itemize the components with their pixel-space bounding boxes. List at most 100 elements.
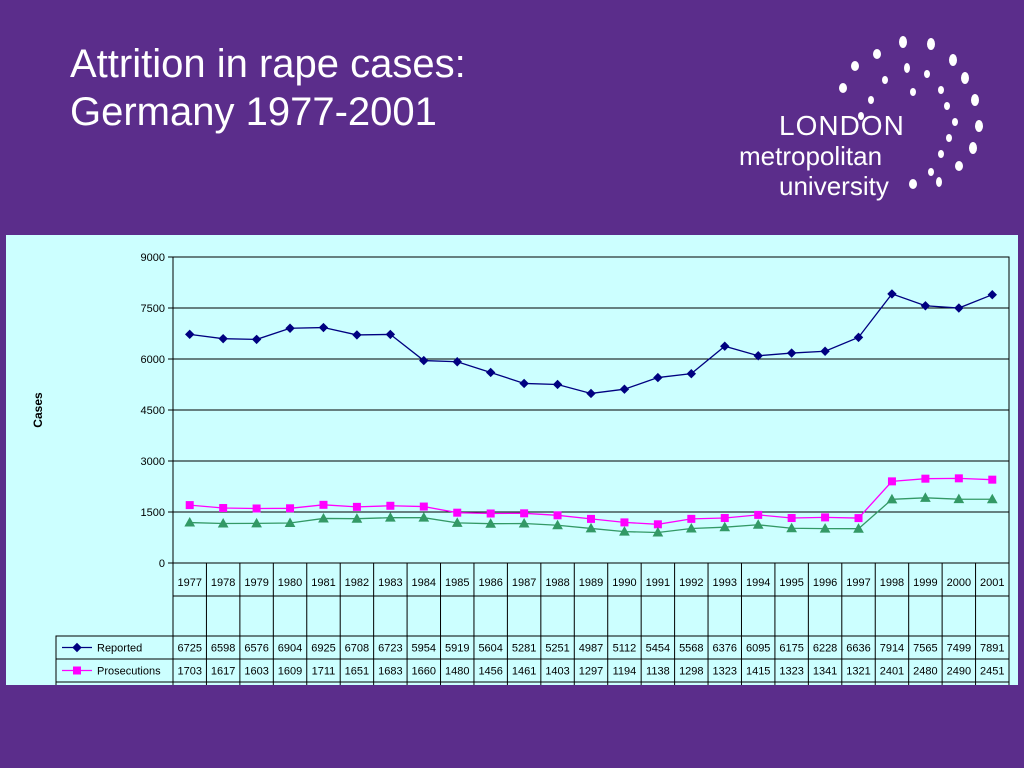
data-label: 5112: [613, 643, 637, 655]
data-label: 6725: [177, 643, 201, 655]
data-point-convictions: [184, 517, 196, 527]
data-point-reported: [820, 346, 830, 356]
data-point-reported: [519, 378, 529, 389]
x-tick-label: 1994: [746, 577, 770, 589]
data-point-reported: [185, 329, 195, 340]
x-tick-label: 1995: [779, 577, 803, 589]
data-point-prosecutions: [419, 502, 428, 511]
data-label: 1298: [679, 666, 703, 678]
data-point-reported: [853, 332, 864, 343]
logo-dot: [961, 72, 969, 84]
data-label: 1297: [579, 666, 603, 678]
logo-dot: [946, 134, 952, 142]
logo-dot: [924, 70, 930, 78]
series-line-reported: [189, 293, 993, 395]
logo-dot: [944, 102, 950, 110]
data-point-prosecutions: [620, 518, 629, 527]
data-point-prosecutions: [185, 501, 194, 510]
x-tick-label: 1977: [177, 577, 201, 589]
logo-dot: [927, 38, 935, 50]
data-label: 5281: [512, 643, 536, 655]
logo-dot: [969, 142, 977, 154]
data-label: 5454: [646, 643, 670, 655]
data-point-reported: [452, 357, 462, 367]
data-label: 2480: [913, 666, 937, 678]
data-point-prosecutions: [286, 504, 295, 513]
logo-dot: [858, 112, 864, 120]
university-logo: LONDON metropolitan university: [735, 30, 995, 205]
data-label: 6095: [746, 643, 770, 655]
x-tick-label: 1978: [211, 577, 235, 589]
data-label: 1603: [244, 666, 268, 678]
logo-dots-icon: [839, 36, 983, 189]
data-label: 1617: [211, 666, 235, 678]
logo-line-2: metropolitan: [739, 141, 883, 171]
data-point-convictions: [518, 518, 530, 528]
y-axis-label: Cases: [31, 392, 45, 428]
x-tick-label: 1997: [846, 577, 870, 589]
data-point-reported: [753, 351, 763, 361]
data-point-prosecutions: [921, 474, 930, 483]
y-tick-label: 6000: [141, 354, 165, 366]
logo-dot: [949, 54, 957, 66]
data-point-convictions: [351, 513, 363, 523]
data-point-reported: [251, 334, 262, 345]
x-tick-label: 1984: [412, 577, 436, 589]
data-point-prosecutions: [887, 477, 896, 486]
x-tick-label: 1993: [713, 577, 737, 589]
logo-dot: [938, 86, 944, 94]
chart-panel: 0 1500 3000 4500 6000 7500 9000 Cases 1977 1978 19…: [6, 235, 1018, 685]
x-tick-label: 1983: [378, 577, 402, 589]
data-label: 5919: [445, 643, 469, 655]
data-point-convictions: [585, 522, 597, 533]
logo-dot: [839, 83, 847, 93]
data-label: 2401: [880, 666, 904, 678]
x-tick-label: 1981: [311, 577, 335, 589]
data-point-reported: [920, 301, 931, 311]
data-label: 2490: [947, 666, 971, 678]
y-tick-label: 1500: [141, 507, 165, 519]
x-tick-label: 1996: [813, 577, 837, 589]
data-point-convictions: [685, 523, 697, 533]
data-point-prosecutions: [486, 509, 495, 518]
data-label: 1461: [512, 666, 536, 678]
data-point-reported: [218, 333, 228, 344]
data-label: 6175: [779, 643, 803, 655]
data-label: 1403: [545, 666, 569, 678]
x-tick-label: 1990: [612, 577, 636, 589]
data-point-prosecutions: [319, 500, 328, 509]
data-point-prosecutions: [352, 502, 361, 511]
logo-dot: [882, 76, 888, 84]
data-point-reported: [318, 322, 329, 333]
data-point-convictions: [819, 523, 831, 533]
y-tick-label: 0: [159, 558, 165, 570]
data-label: 6636: [846, 643, 870, 655]
data-label: 1711: [312, 666, 336, 678]
data-label: 7914: [880, 643, 904, 655]
data-label: 5604: [478, 643, 502, 655]
y-tick-label: 9000: [141, 252, 165, 264]
data-point-reported: [954, 303, 964, 313]
data-point-reported: [385, 329, 396, 340]
data-label: 6904: [278, 643, 302, 655]
x-tick-label: 2000: [947, 577, 971, 589]
data-point-reported: [653, 372, 663, 383]
data-point-prosecutions: [854, 514, 863, 523]
data-label: 1480: [445, 666, 469, 678]
data-point-prosecutions: [653, 520, 662, 529]
data-point-prosecutions: [954, 474, 963, 483]
data-point-prosecutions: [453, 508, 462, 517]
data-point-reported: [619, 384, 630, 394]
data-point-prosecutions: [787, 514, 796, 523]
data-label: 7565: [913, 643, 937, 655]
data-point-convictions: [719, 521, 731, 532]
data-point-convictions: [652, 526, 664, 537]
data-point-convictions: [251, 517, 262, 528]
data-point-reported: [552, 379, 563, 390]
legend-key-marker: [72, 642, 82, 653]
data-point-convictions: [418, 512, 430, 522]
logo-dot: [928, 168, 934, 176]
data-point-convictions: [385, 512, 396, 522]
data-label: 1323: [779, 666, 803, 678]
data-table: [55, 635, 1010, 685]
